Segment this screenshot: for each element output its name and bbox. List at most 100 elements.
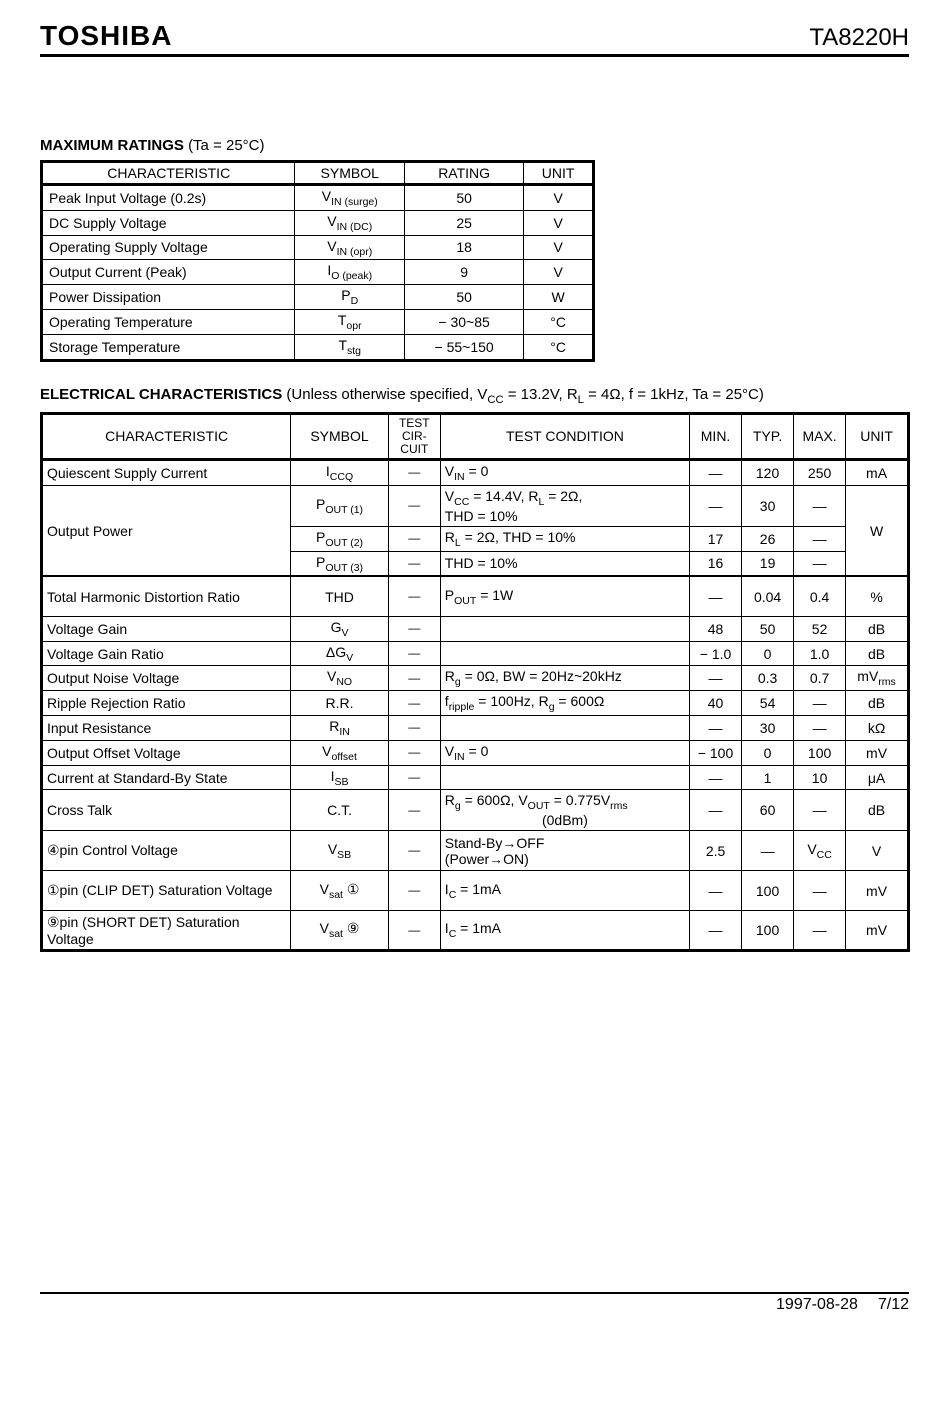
cell-sym: VIN (surge) — [295, 185, 405, 211]
cell-min: — — [690, 485, 742, 526]
cell-char: Output Noise Voltage — [42, 666, 291, 691]
cell-sym: PD — [295, 285, 405, 310]
table-row: Voltage GainGV—485052dB — [42, 616, 909, 641]
cell-max: 10 — [794, 765, 846, 790]
page: TOSHIBA TA8220H MAXIMUM RATINGS (Ta = 25… — [0, 0, 949, 1334]
cell-sym: Topr — [295, 309, 405, 334]
cell-unit: mVrms — [846, 666, 909, 691]
cell-char: DC Supply Voltage — [42, 210, 295, 235]
cell-cond: VCC = 14.4V, RL = 2Ω,THD = 10% — [440, 485, 689, 526]
cell-typ: 0 — [742, 641, 794, 666]
cell-char: Output Current (Peak) — [42, 260, 295, 285]
cell-tc: — — [388, 831, 440, 871]
cell-cond — [440, 765, 689, 790]
cell-char: Current at Standard-By State — [42, 765, 291, 790]
cell-min: — — [690, 576, 742, 616]
section2-title: ELECTRICAL CHARACTERISTICS (Unless other… — [40, 386, 909, 406]
cell-tc: — — [388, 716, 440, 741]
cell-min: 48 — [690, 616, 742, 641]
section1-cond: (Ta = 25°C) — [188, 137, 264, 154]
cell-typ: 54 — [742, 691, 794, 716]
cell-max: — — [794, 485, 846, 526]
cell-typ: 0 — [742, 740, 794, 765]
cell-char: Operating Temperature — [42, 309, 295, 334]
cell-max: — — [794, 911, 846, 951]
cell-char: Quiescent Supply Current — [42, 460, 291, 486]
table-row: Peak Input Voltage (0.2s)VIN (surge)50V — [42, 185, 594, 211]
cell-sym: VIN (DC) — [295, 210, 405, 235]
cell-rat: 50 — [404, 285, 523, 310]
cell-tc: — — [388, 551, 440, 576]
table-row: Total Harmonic Distortion RatioTHD—POUT … — [42, 576, 909, 616]
cell-max: — — [794, 526, 846, 551]
cell-tc: — — [388, 641, 440, 666]
t2-h-tc: TESTCIR-CUIT — [388, 413, 440, 460]
cell-char: ①pin (CLIP DET) Saturation Voltage — [42, 871, 291, 911]
t2-h-max: MAX. — [794, 413, 846, 460]
table-row: Operating Supply VoltageVIN (opr)18V — [42, 235, 594, 260]
table-row: Output Current (Peak)IO (peak)9V — [42, 260, 594, 285]
cell-max: 100 — [794, 740, 846, 765]
cell-rat: 18 — [404, 235, 523, 260]
cell-unit: dB — [846, 616, 909, 641]
cell-sym: ICCQ — [291, 460, 389, 486]
page-footer: 1997-08-28 7/12 — [40, 1292, 909, 1314]
cell-min: 16 — [690, 551, 742, 576]
cell-typ: 60 — [742, 790, 794, 831]
cell-cond: IC = 1mA — [440, 911, 689, 951]
cell-cond: Rg = 600Ω, VOUT = 0.775Vrms(0dBm) — [440, 790, 689, 831]
cell-tc: — — [388, 691, 440, 716]
cell-rat: 25 — [404, 210, 523, 235]
cell-unit: mA — [846, 460, 909, 486]
cell-max: — — [794, 790, 846, 831]
cell-char: Cross Talk — [42, 790, 291, 831]
cell-max: — — [794, 691, 846, 716]
cell-sym: GV — [291, 616, 389, 641]
table-row: Current at Standard-By StateISB——110μA — [42, 765, 909, 790]
cell-rat: 50 — [404, 185, 523, 211]
t1-h-sym: SYMBOL — [295, 162, 405, 185]
cell-char: Voltage Gain — [42, 616, 291, 641]
footer-page: 7/12 — [878, 1296, 909, 1314]
cell-min: − 1.0 — [690, 641, 742, 666]
cell-typ: 26 — [742, 526, 794, 551]
section2-cond: (Unless otherwise specified, VCC = 13.2V… — [286, 386, 763, 403]
table-row: Voltage Gain RatioΔGV—− 1.001.0dB — [42, 641, 909, 666]
cell-char: Input Resistance — [42, 716, 291, 741]
part-number: TA8220H — [809, 24, 909, 52]
cell-tc: — — [388, 576, 440, 616]
cell-cond: VIN = 0 — [440, 740, 689, 765]
cell-sym: IO (peak) — [295, 260, 405, 285]
cell-char: Output Power — [42, 485, 291, 576]
cell-max: 52 — [794, 616, 846, 641]
section1-title: MAXIMUM RATINGS (Ta = 25°C) — [40, 137, 909, 154]
table-row: Output Offset VoltageVoffset—VIN = 0− 10… — [42, 740, 909, 765]
cell-sym: VNO — [291, 666, 389, 691]
cell-typ: 120 — [742, 460, 794, 486]
footer-date: 1997-08-28 — [776, 1296, 858, 1314]
table-row: Storage TemperatureTstg− 55~150°C — [42, 334, 594, 360]
cell-tc: — — [388, 765, 440, 790]
table-row: Quiescent Supply CurrentICCQ—VIN = 0—120… — [42, 460, 909, 486]
cell-max: 0.7 — [794, 666, 846, 691]
table-row: Output Noise VoltageVNO—Rg = 0Ω, BW = 20… — [42, 666, 909, 691]
cell-sym: VIN (opr) — [295, 235, 405, 260]
cell-cond: Stand-By→OFF(Power→ON) — [440, 831, 689, 871]
section2-title-text: ELECTRICAL CHARACTERISTICS — [40, 386, 282, 403]
cell-char: ⑨pin (SHORT DET) Saturation Voltage — [42, 911, 291, 951]
cell-tc: — — [388, 526, 440, 551]
cell-unit: °C — [524, 334, 594, 360]
table-row: DC Supply VoltageVIN (DC)25V — [42, 210, 594, 235]
cell-sym: RIN — [291, 716, 389, 741]
cell-sym: Vsat ⑨ — [291, 911, 389, 951]
cell-char: Power Dissipation — [42, 285, 295, 310]
cell-cond: IC = 1mA — [440, 871, 689, 911]
t2-h-unit: UNIT — [846, 413, 909, 460]
cell-cond: Rg = 0Ω, BW = 20Hz~20kHz — [440, 666, 689, 691]
cell-unit: μA — [846, 765, 909, 790]
t1-h-char: CHARACTERISTIC — [42, 162, 295, 185]
cell-unit: kΩ — [846, 716, 909, 741]
cell-cond — [440, 641, 689, 666]
cell-min: — — [690, 911, 742, 951]
cell-unit: dB — [846, 790, 909, 831]
